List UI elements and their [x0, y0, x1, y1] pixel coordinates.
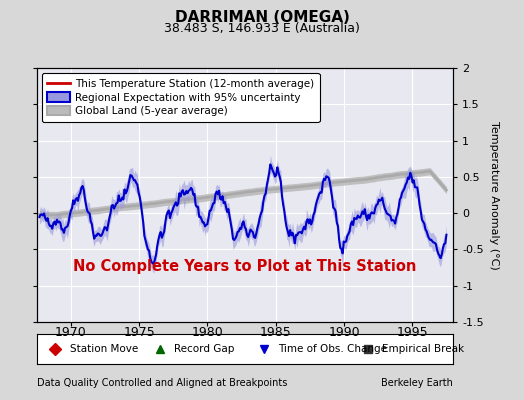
Text: Station Move: Station Move — [70, 344, 138, 354]
Text: 1995: 1995 — [397, 326, 428, 339]
Text: 1975: 1975 — [123, 326, 155, 339]
Text: 1970: 1970 — [55, 326, 86, 339]
Text: DARRIMAN (OMEGA): DARRIMAN (OMEGA) — [174, 10, 350, 25]
Y-axis label: Temperature Anomaly (°C): Temperature Anomaly (°C) — [489, 121, 499, 269]
Text: No Complete Years to Plot at This Station: No Complete Years to Plot at This Statio… — [73, 259, 417, 274]
Text: 38.483 S, 146.933 E (Australia): 38.483 S, 146.933 E (Australia) — [164, 22, 360, 35]
Text: Time of Obs. Change: Time of Obs. Change — [278, 344, 387, 354]
Text: Record Gap: Record Gap — [174, 344, 235, 354]
Text: 1990: 1990 — [328, 326, 360, 339]
Legend: This Temperature Station (12-month average), Regional Expectation with 95% uncer: This Temperature Station (12-month avera… — [42, 73, 320, 122]
Text: Empirical Break: Empirical Break — [383, 344, 465, 354]
Text: 1980: 1980 — [192, 326, 223, 339]
Text: 1985: 1985 — [260, 326, 291, 339]
Text: Berkeley Earth: Berkeley Earth — [381, 378, 453, 388]
Text: Data Quality Controlled and Aligned at Breakpoints: Data Quality Controlled and Aligned at B… — [37, 378, 287, 388]
